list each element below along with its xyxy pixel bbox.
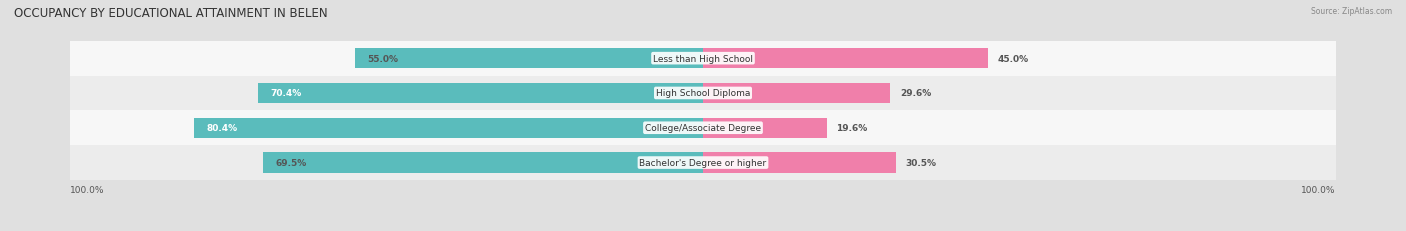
Text: 30.5%: 30.5%	[905, 158, 936, 167]
Bar	[703, 153, 896, 173]
Text: 19.6%: 19.6%	[837, 124, 868, 133]
Text: 55.0%: 55.0%	[368, 55, 399, 63]
Text: Bachelor's Degree or higher: Bachelor's Degree or higher	[640, 158, 766, 167]
Bar	[194, 118, 703, 138]
Bar	[70, 76, 1336, 111]
Bar	[703, 49, 987, 69]
Bar	[263, 153, 703, 173]
Text: College/Associate Degree: College/Associate Degree	[645, 124, 761, 133]
Bar	[703, 118, 827, 138]
Text: Less than High School: Less than High School	[652, 55, 754, 63]
Bar	[703, 84, 890, 104]
Bar	[354, 49, 703, 69]
Text: 45.0%: 45.0%	[997, 55, 1028, 63]
Text: OCCUPANCY BY EDUCATIONAL ATTAINMENT IN BELEN: OCCUPANCY BY EDUCATIONAL ATTAINMENT IN B…	[14, 7, 328, 20]
Text: 69.5%: 69.5%	[276, 158, 307, 167]
Text: 80.4%: 80.4%	[207, 124, 238, 133]
Bar	[257, 84, 703, 104]
Bar	[70, 111, 1336, 146]
Text: High School Diploma: High School Diploma	[655, 89, 751, 98]
Bar	[70, 146, 1336, 180]
Text: 100.0%: 100.0%	[1301, 185, 1336, 194]
Text: 70.4%: 70.4%	[270, 89, 301, 98]
Text: Source: ZipAtlas.com: Source: ZipAtlas.com	[1310, 7, 1392, 16]
Text: 29.6%: 29.6%	[900, 89, 931, 98]
Text: 100.0%: 100.0%	[70, 185, 105, 194]
Bar	[70, 42, 1336, 76]
